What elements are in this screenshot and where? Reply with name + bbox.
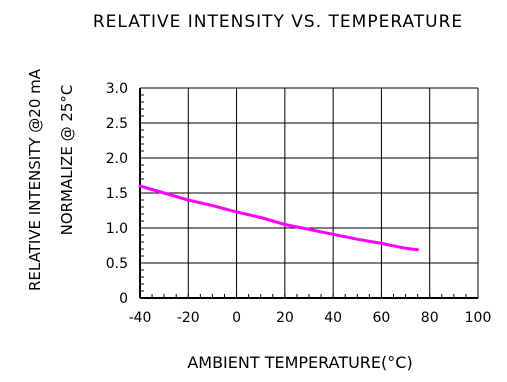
x-tick-label: 60: [373, 310, 391, 326]
series-layer: [138, 184, 420, 252]
x-tick-labels: -40 -20 0 20 40 60 80 100: [129, 310, 492, 326]
x-tick-label: 80: [421, 310, 439, 326]
y-tick-label: 3.0: [106, 81, 128, 97]
y-axis-label-secondary: NORMALIZE @ 25°C: [58, 85, 76, 236]
x-tick-label: -40: [129, 310, 152, 326]
y-tick-label: 0.5: [106, 256, 128, 272]
y-tick-label: 2.5: [106, 116, 128, 132]
x-tick-label: 40: [324, 310, 342, 326]
y-tick-label: 1.0: [106, 221, 128, 237]
y-tick-labels: 0 0.5 1.0 1.5 2.0 2.5 3.0: [106, 81, 128, 307]
y-axis-label: RELATIVE INTENSITY @20 mA: [26, 68, 44, 291]
x-axis-label: AMBIENT TEMPERATURE(°C): [187, 353, 412, 372]
chart-title: RELATIVE INTENSITY VS. TEMPERATURE: [93, 12, 463, 32]
x-tick-label: 0: [232, 310, 241, 326]
plot-grid: [139, 87, 479, 299]
x-tick-label: 100: [465, 310, 492, 326]
y-tick-label: 1.5: [106, 186, 128, 202]
y-tick-label: 2.0: [106, 151, 128, 167]
y-tick-label: 0: [119, 291, 128, 307]
x-tick-label: -20: [177, 310, 200, 326]
x-tick-label: 20: [276, 310, 294, 326]
series-line: [138, 184, 420, 252]
